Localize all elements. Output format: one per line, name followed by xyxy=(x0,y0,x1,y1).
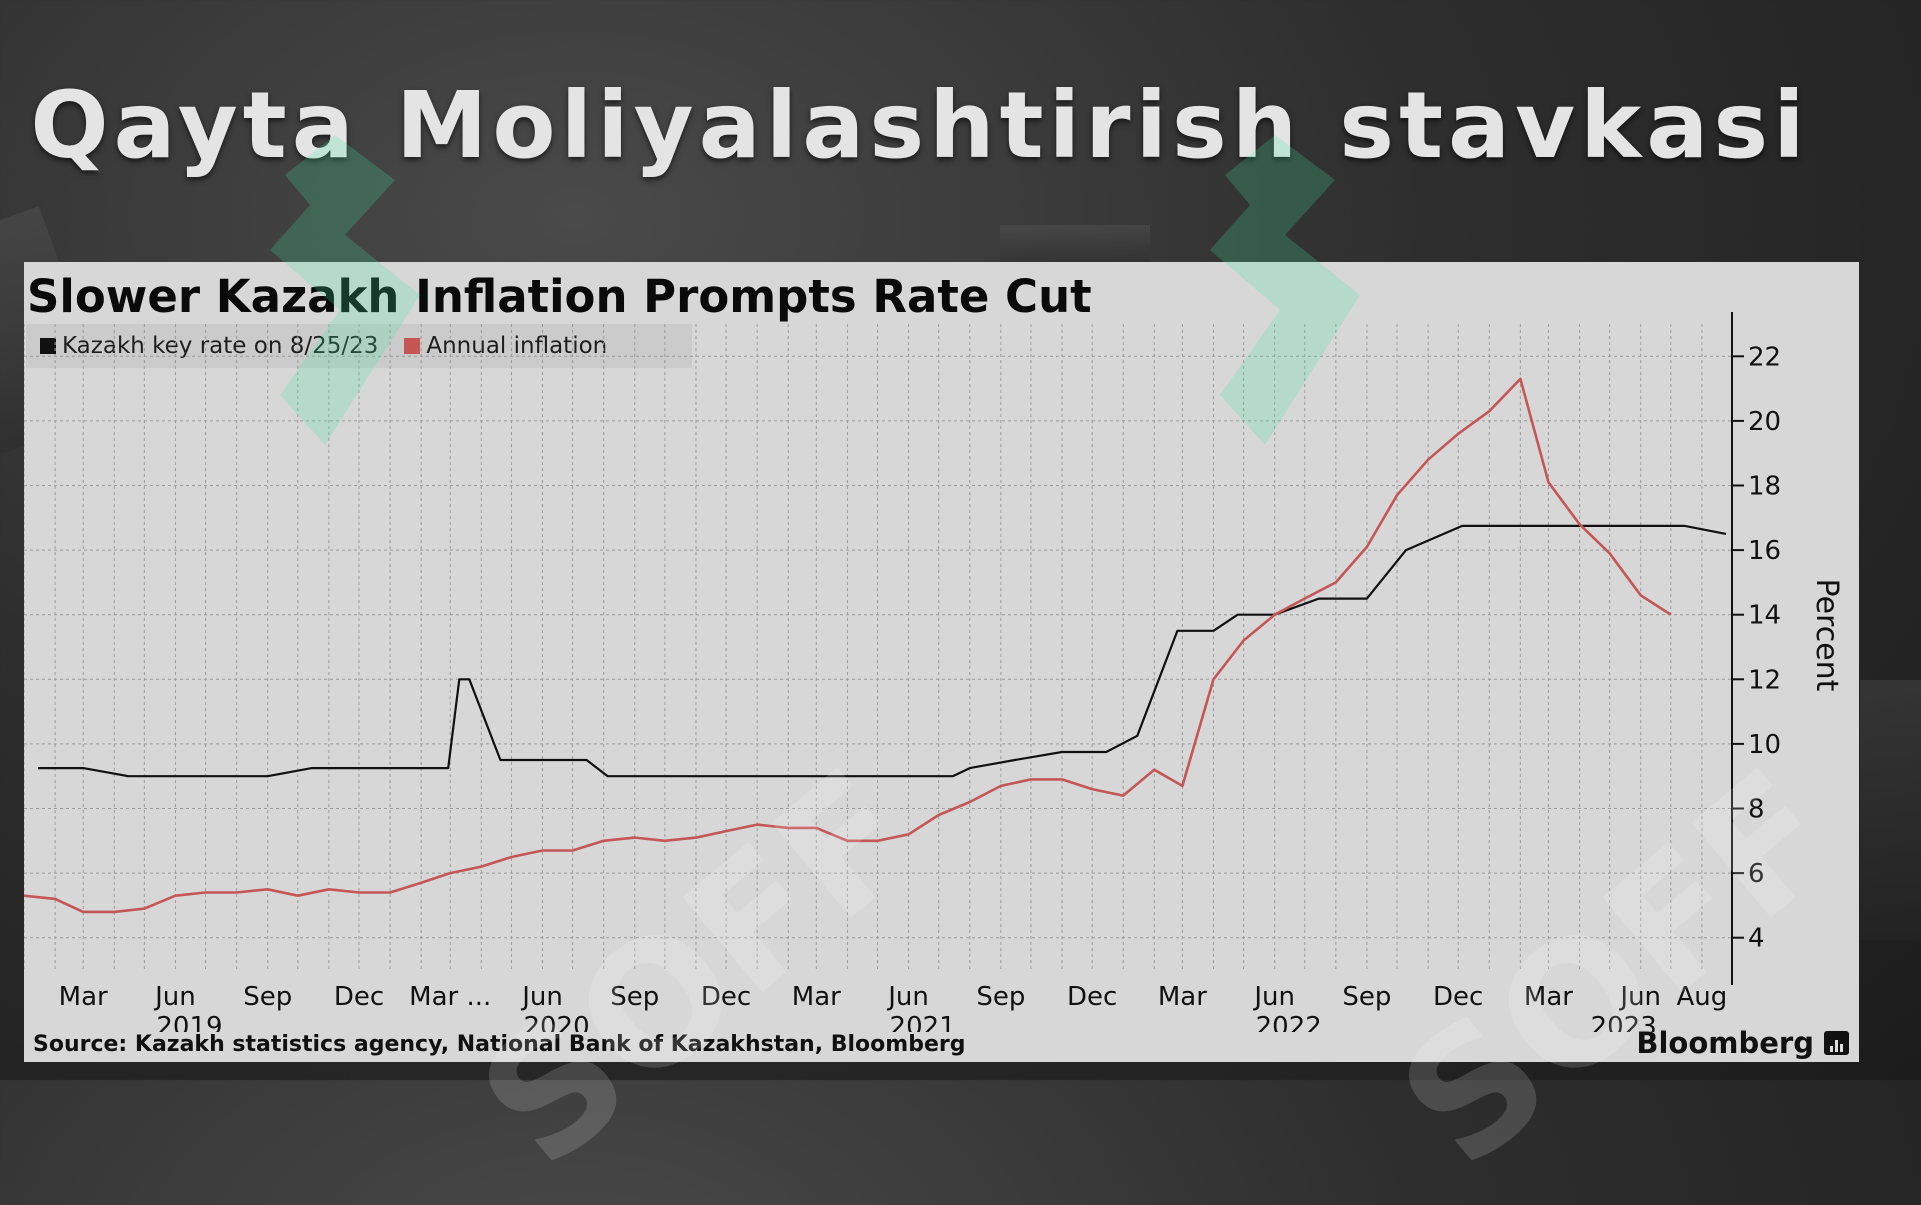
slide-title: Qayta Moliyalashtirish stavkasi xyxy=(30,72,1810,179)
y-tick-label: 16 xyxy=(1748,536,1781,566)
axes: Percent xyxy=(1731,312,1844,985)
x-tick-label: Dec xyxy=(701,982,751,1012)
x-tick-label: Mar xyxy=(1524,982,1573,1012)
legend-swatch-key-rate xyxy=(40,338,56,354)
y-tick-label: 6 xyxy=(1748,859,1765,889)
y-tick-label: 10 xyxy=(1748,730,1781,760)
x-tick-label: Jun xyxy=(886,982,929,1012)
x-tick-label: Sep xyxy=(1342,982,1391,1012)
background-block xyxy=(1000,225,1150,265)
y-axis-label: Percent xyxy=(1809,579,1844,692)
bloomberg-chart-icon xyxy=(1824,1031,1849,1055)
legend-item-inflation: Annual inflation xyxy=(404,333,607,359)
y-tick-label: 14 xyxy=(1748,601,1781,631)
y-tick-label: 22 xyxy=(1748,342,1781,372)
x-tick-label: Mar ... xyxy=(409,982,491,1012)
y-tick-label: 12 xyxy=(1748,665,1781,695)
grid-lines xyxy=(24,324,1732,970)
x-tick-label: Jun xyxy=(1618,982,1661,1012)
x-year-label: 2020 xyxy=(523,1012,589,1032)
y-tick-label: 18 xyxy=(1748,472,1781,502)
x-tick-label: Jun xyxy=(153,982,196,1012)
x-tick-label: Mar xyxy=(1158,982,1207,1012)
background-block xyxy=(1860,680,1921,940)
legend-swatch-inflation xyxy=(404,338,421,354)
y-tick-label: 20 xyxy=(1748,407,1781,437)
source-note: Source: Kazakh statistics agency, Nation… xyxy=(33,1032,966,1057)
x-year-label: 2022 xyxy=(1256,1012,1322,1032)
x-year-label: 2019 xyxy=(156,1012,222,1032)
x-tick-label: Dec xyxy=(1433,982,1483,1012)
x-year-label: 2023 xyxy=(1591,1012,1657,1032)
brand-text: Bloomberg xyxy=(1636,1026,1814,1060)
x-tick-label: Jun xyxy=(1252,982,1295,1012)
x-tick-label: Aug xyxy=(1677,982,1728,1012)
x-tick-label: Sep xyxy=(243,982,292,1012)
y-tick-label: 4 xyxy=(1748,924,1765,954)
chart-panel: Slower Kazakh Inflation Prompts Rate Cut… xyxy=(24,262,1859,1062)
x-year-label: 2021 xyxy=(890,1012,956,1032)
series-line-inflation xyxy=(24,377,1672,914)
x-tick-label: Sep xyxy=(976,982,1025,1012)
bloomberg-logo: Bloomberg xyxy=(1636,1026,1849,1060)
series-lines xyxy=(24,377,1727,914)
y-tick-label: 8 xyxy=(1748,795,1765,825)
x-tick-label: Dec xyxy=(1067,982,1117,1012)
x-tick-label: Mar xyxy=(792,982,841,1012)
x-tick-label: Mar xyxy=(59,982,108,1012)
chart-title: Slower Kazakh Inflation Prompts Rate Cut xyxy=(27,270,1092,323)
series-line-key-rate xyxy=(38,524,1727,778)
legend-label-inflation: Annual inflation xyxy=(426,333,608,359)
x-tick-label: Jun xyxy=(520,982,563,1012)
x-tick-label: Sep xyxy=(610,982,659,1012)
x-tick-label: Dec xyxy=(334,982,384,1012)
